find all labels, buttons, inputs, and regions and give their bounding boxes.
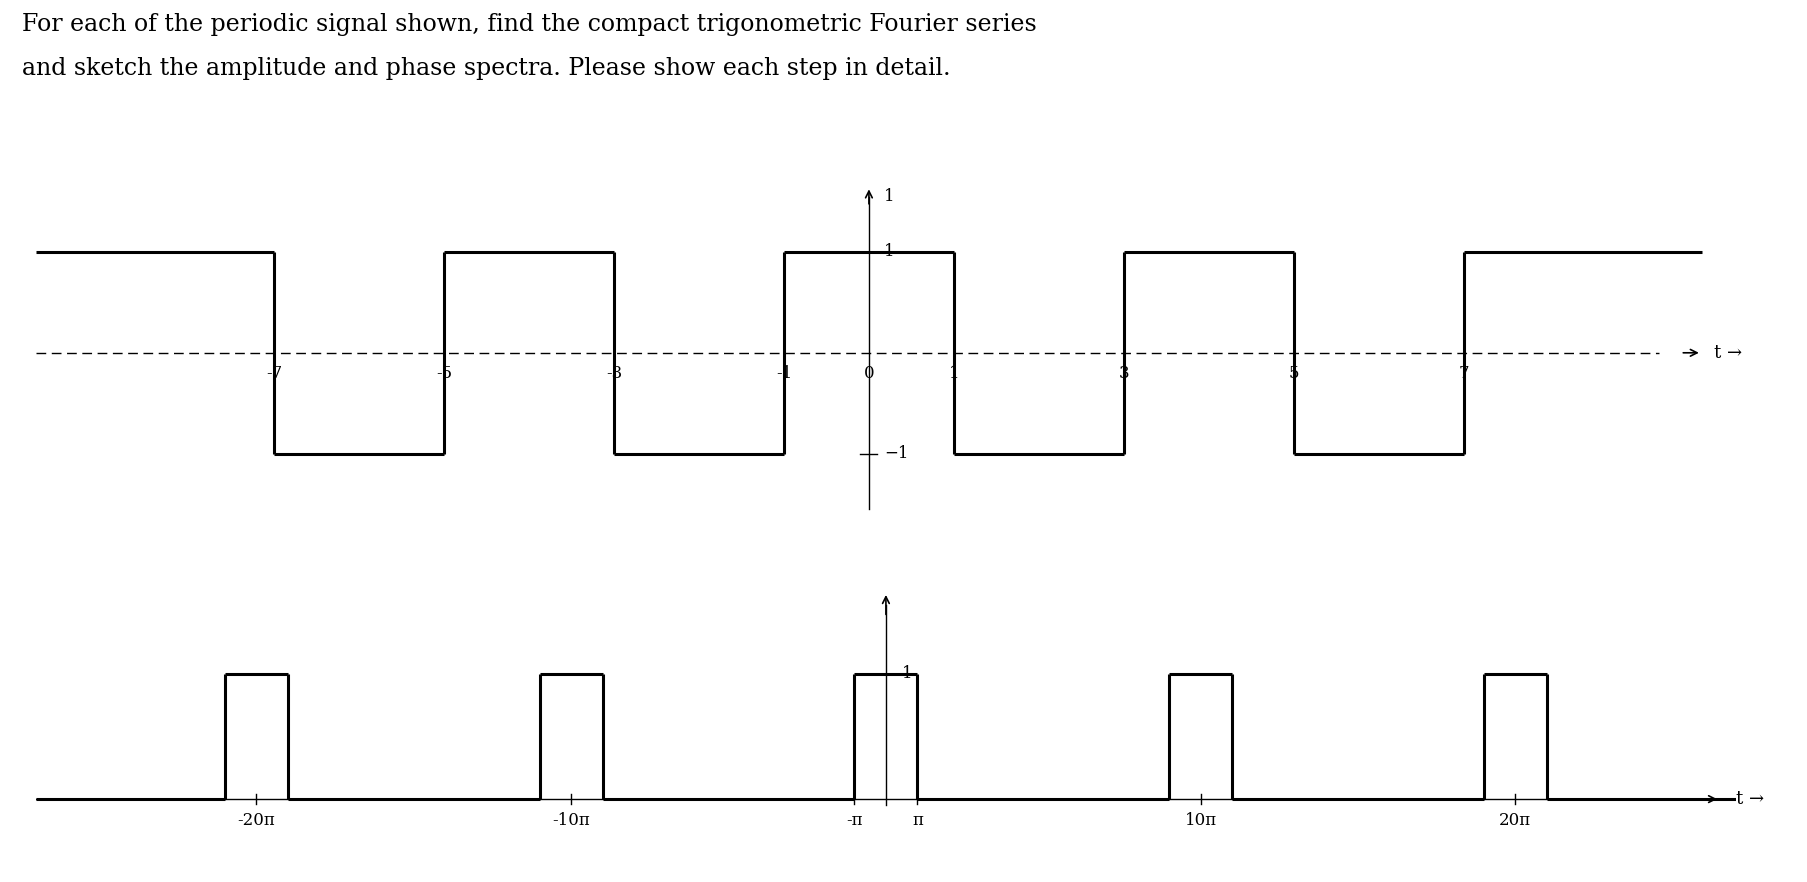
Text: For each of the periodic signal shown, find the compact trigonometric Fourier se: For each of the periodic signal shown, f… bbox=[22, 13, 1035, 36]
Text: -7: -7 bbox=[266, 365, 282, 382]
Text: 5: 5 bbox=[1288, 365, 1299, 382]
Text: -1: -1 bbox=[775, 365, 791, 382]
Text: 0: 0 bbox=[864, 365, 875, 382]
Text: 1: 1 bbox=[884, 243, 894, 260]
Text: π: π bbox=[911, 811, 922, 828]
Text: 20π: 20π bbox=[1498, 811, 1531, 828]
Text: 1: 1 bbox=[949, 365, 960, 382]
Text: t →: t → bbox=[1735, 790, 1764, 808]
Text: -10π: -10π bbox=[551, 811, 589, 828]
Text: 10π: 10π bbox=[1184, 811, 1216, 828]
Text: 1: 1 bbox=[902, 665, 913, 682]
Text: -5: -5 bbox=[435, 365, 452, 382]
Text: -20π: -20π bbox=[237, 811, 275, 828]
Text: 1: 1 bbox=[884, 188, 894, 205]
Text: t →: t → bbox=[1713, 344, 1742, 362]
Text: −1: −1 bbox=[884, 445, 909, 462]
Text: 3: 3 bbox=[1119, 365, 1129, 382]
Text: -π: -π bbox=[846, 811, 862, 828]
Text: -3: -3 bbox=[605, 365, 622, 382]
Text: 7: 7 bbox=[1458, 365, 1469, 382]
Text: and sketch the amplitude and phase spectra. Please show each step in detail.: and sketch the amplitude and phase spect… bbox=[22, 57, 950, 80]
